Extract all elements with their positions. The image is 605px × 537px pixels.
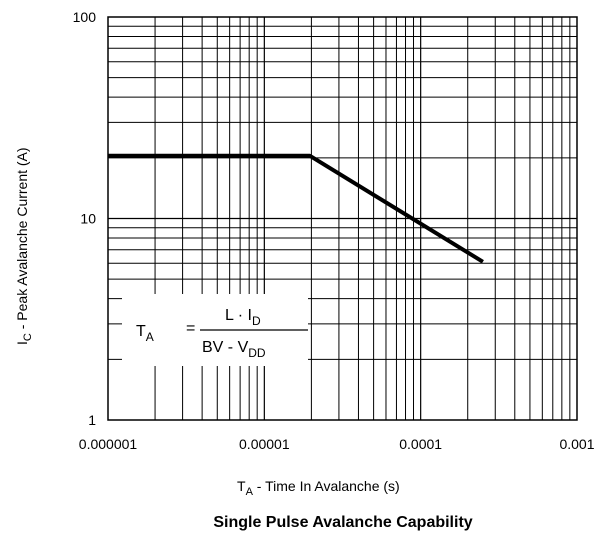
x-axis-label: TA - Time In Avalanche (s): [237, 478, 400, 498]
formula-numerator: L · ID: [225, 307, 261, 328]
chart-caption: Single Pulse Avalanche Capability: [213, 514, 472, 531]
y-tick-labels: 1 10 100: [73, 9, 97, 428]
y-tick-label: 10: [80, 211, 96, 227]
y-tick-label: 1: [88, 412, 96, 428]
series-line: [108, 153, 484, 264]
y-tick-label: 100: [73, 9, 97, 25]
formula-lhs: TA: [136, 323, 154, 344]
formula-equals: =: [186, 320, 195, 337]
formula-annotation: TA = L · ID BV - VDD: [122, 294, 308, 366]
plot-frame: [107, 16, 578, 421]
grid: [108, 17, 577, 420]
series-layer: [108, 153, 484, 264]
x-tick-labels: 0.000001 0.00001 0.0001 0.001: [79, 436, 595, 452]
x-tick-label: 0.001: [559, 436, 594, 452]
x-tick-label: 0.00001: [239, 436, 290, 452]
x-tick-label: 0.000001: [79, 436, 138, 452]
formula-denominator: BV - VDD: [202, 339, 266, 360]
x-tick-label: 0.0001: [399, 436, 442, 452]
y-axis-label: IC - Peak Avalanche Current (A): [14, 147, 34, 345]
